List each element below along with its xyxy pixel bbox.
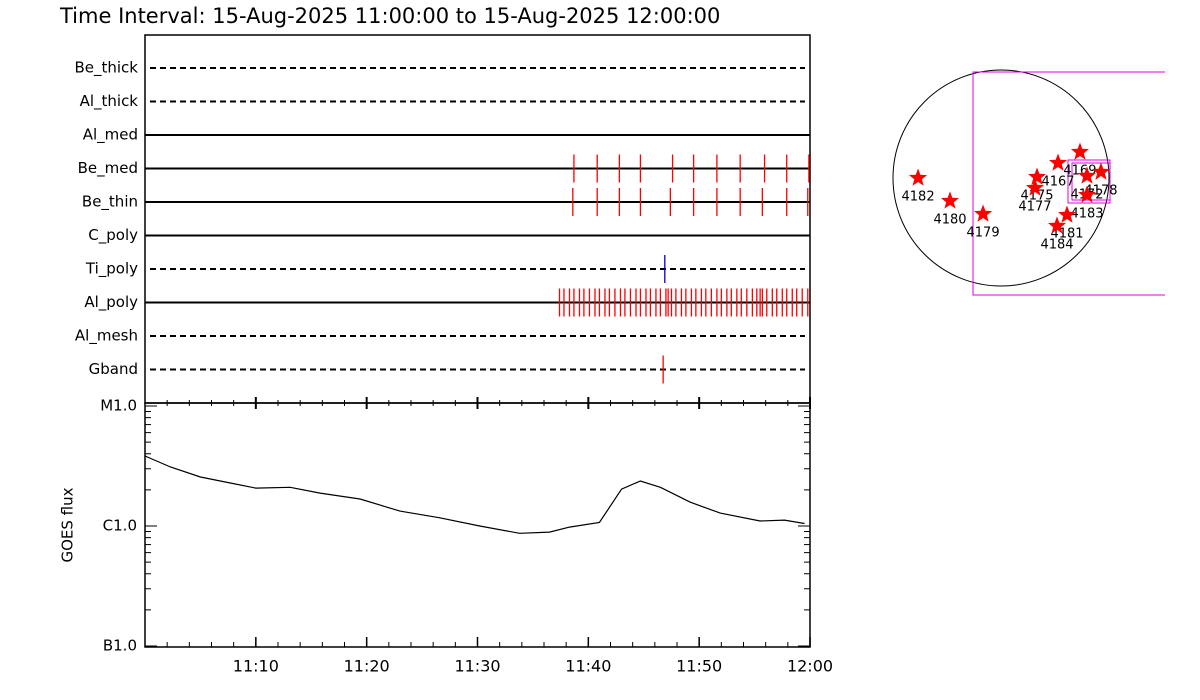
x-tick-label: 12:00 — [787, 657, 833, 676]
row-label: Be_med — [78, 159, 138, 178]
y-axis-label: GOES flux — [59, 487, 77, 562]
row-label: Al_thick — [80, 92, 139, 111]
region-label: 4180 — [933, 212, 966, 227]
row-label: Be_thick — [74, 59, 138, 78]
y-tick-label: C1.0 — [103, 517, 137, 535]
region-label: 4182 — [902, 190, 935, 205]
region-label: 4175 — [1020, 188, 1053, 203]
chart-title: Time Interval: 15-Aug-2025 11:00:00 to 1… — [59, 4, 720, 28]
y-tick-label: M1.0 — [100, 397, 137, 415]
region-star — [1049, 153, 1068, 171]
fov-box — [972, 71, 1165, 296]
row-label: Al_med — [83, 126, 138, 145]
region-star — [1078, 185, 1096, 203]
row-label: C_poly — [88, 226, 138, 245]
region-star — [909, 168, 928, 186]
region-label: 4183 — [1070, 207, 1103, 222]
region-label: 4177 — [1018, 199, 1051, 214]
x-tick-label: 11:40 — [565, 657, 611, 676]
region-star — [974, 204, 993, 222]
x-tick-label: 11:10 — [233, 657, 279, 676]
row-label: Al_mesh — [75, 327, 138, 346]
region-label: 4179 — [967, 226, 1000, 241]
region-star — [1028, 167, 1046, 185]
region-label: 4184 — [1040, 237, 1073, 252]
x-tick-label: 11:50 — [676, 657, 722, 676]
region-star — [1058, 205, 1076, 223]
solar-limb — [892, 69, 1110, 287]
timeline-frame — [144, 34, 811, 404]
region-star — [1091, 162, 1110, 180]
region-star — [1025, 178, 1044, 196]
region-star — [1070, 142, 1089, 160]
goes-curve — [144, 455, 805, 534]
x-tick-label: 11:30 — [454, 657, 500, 676]
region-label: 4167 — [1041, 175, 1074, 190]
row-label: Gband — [89, 360, 138, 378]
row-label: Ti_poly — [85, 260, 138, 279]
y-tick-label: B1.0 — [103, 637, 137, 655]
x-tick-label: 11:20 — [344, 657, 390, 676]
region-star — [941, 191, 959, 209]
region-star — [1078, 166, 1096, 184]
region-star — [1048, 216, 1066, 234]
row-label: Be_thin — [82, 193, 138, 212]
row-label: Al_poly — [84, 293, 138, 312]
